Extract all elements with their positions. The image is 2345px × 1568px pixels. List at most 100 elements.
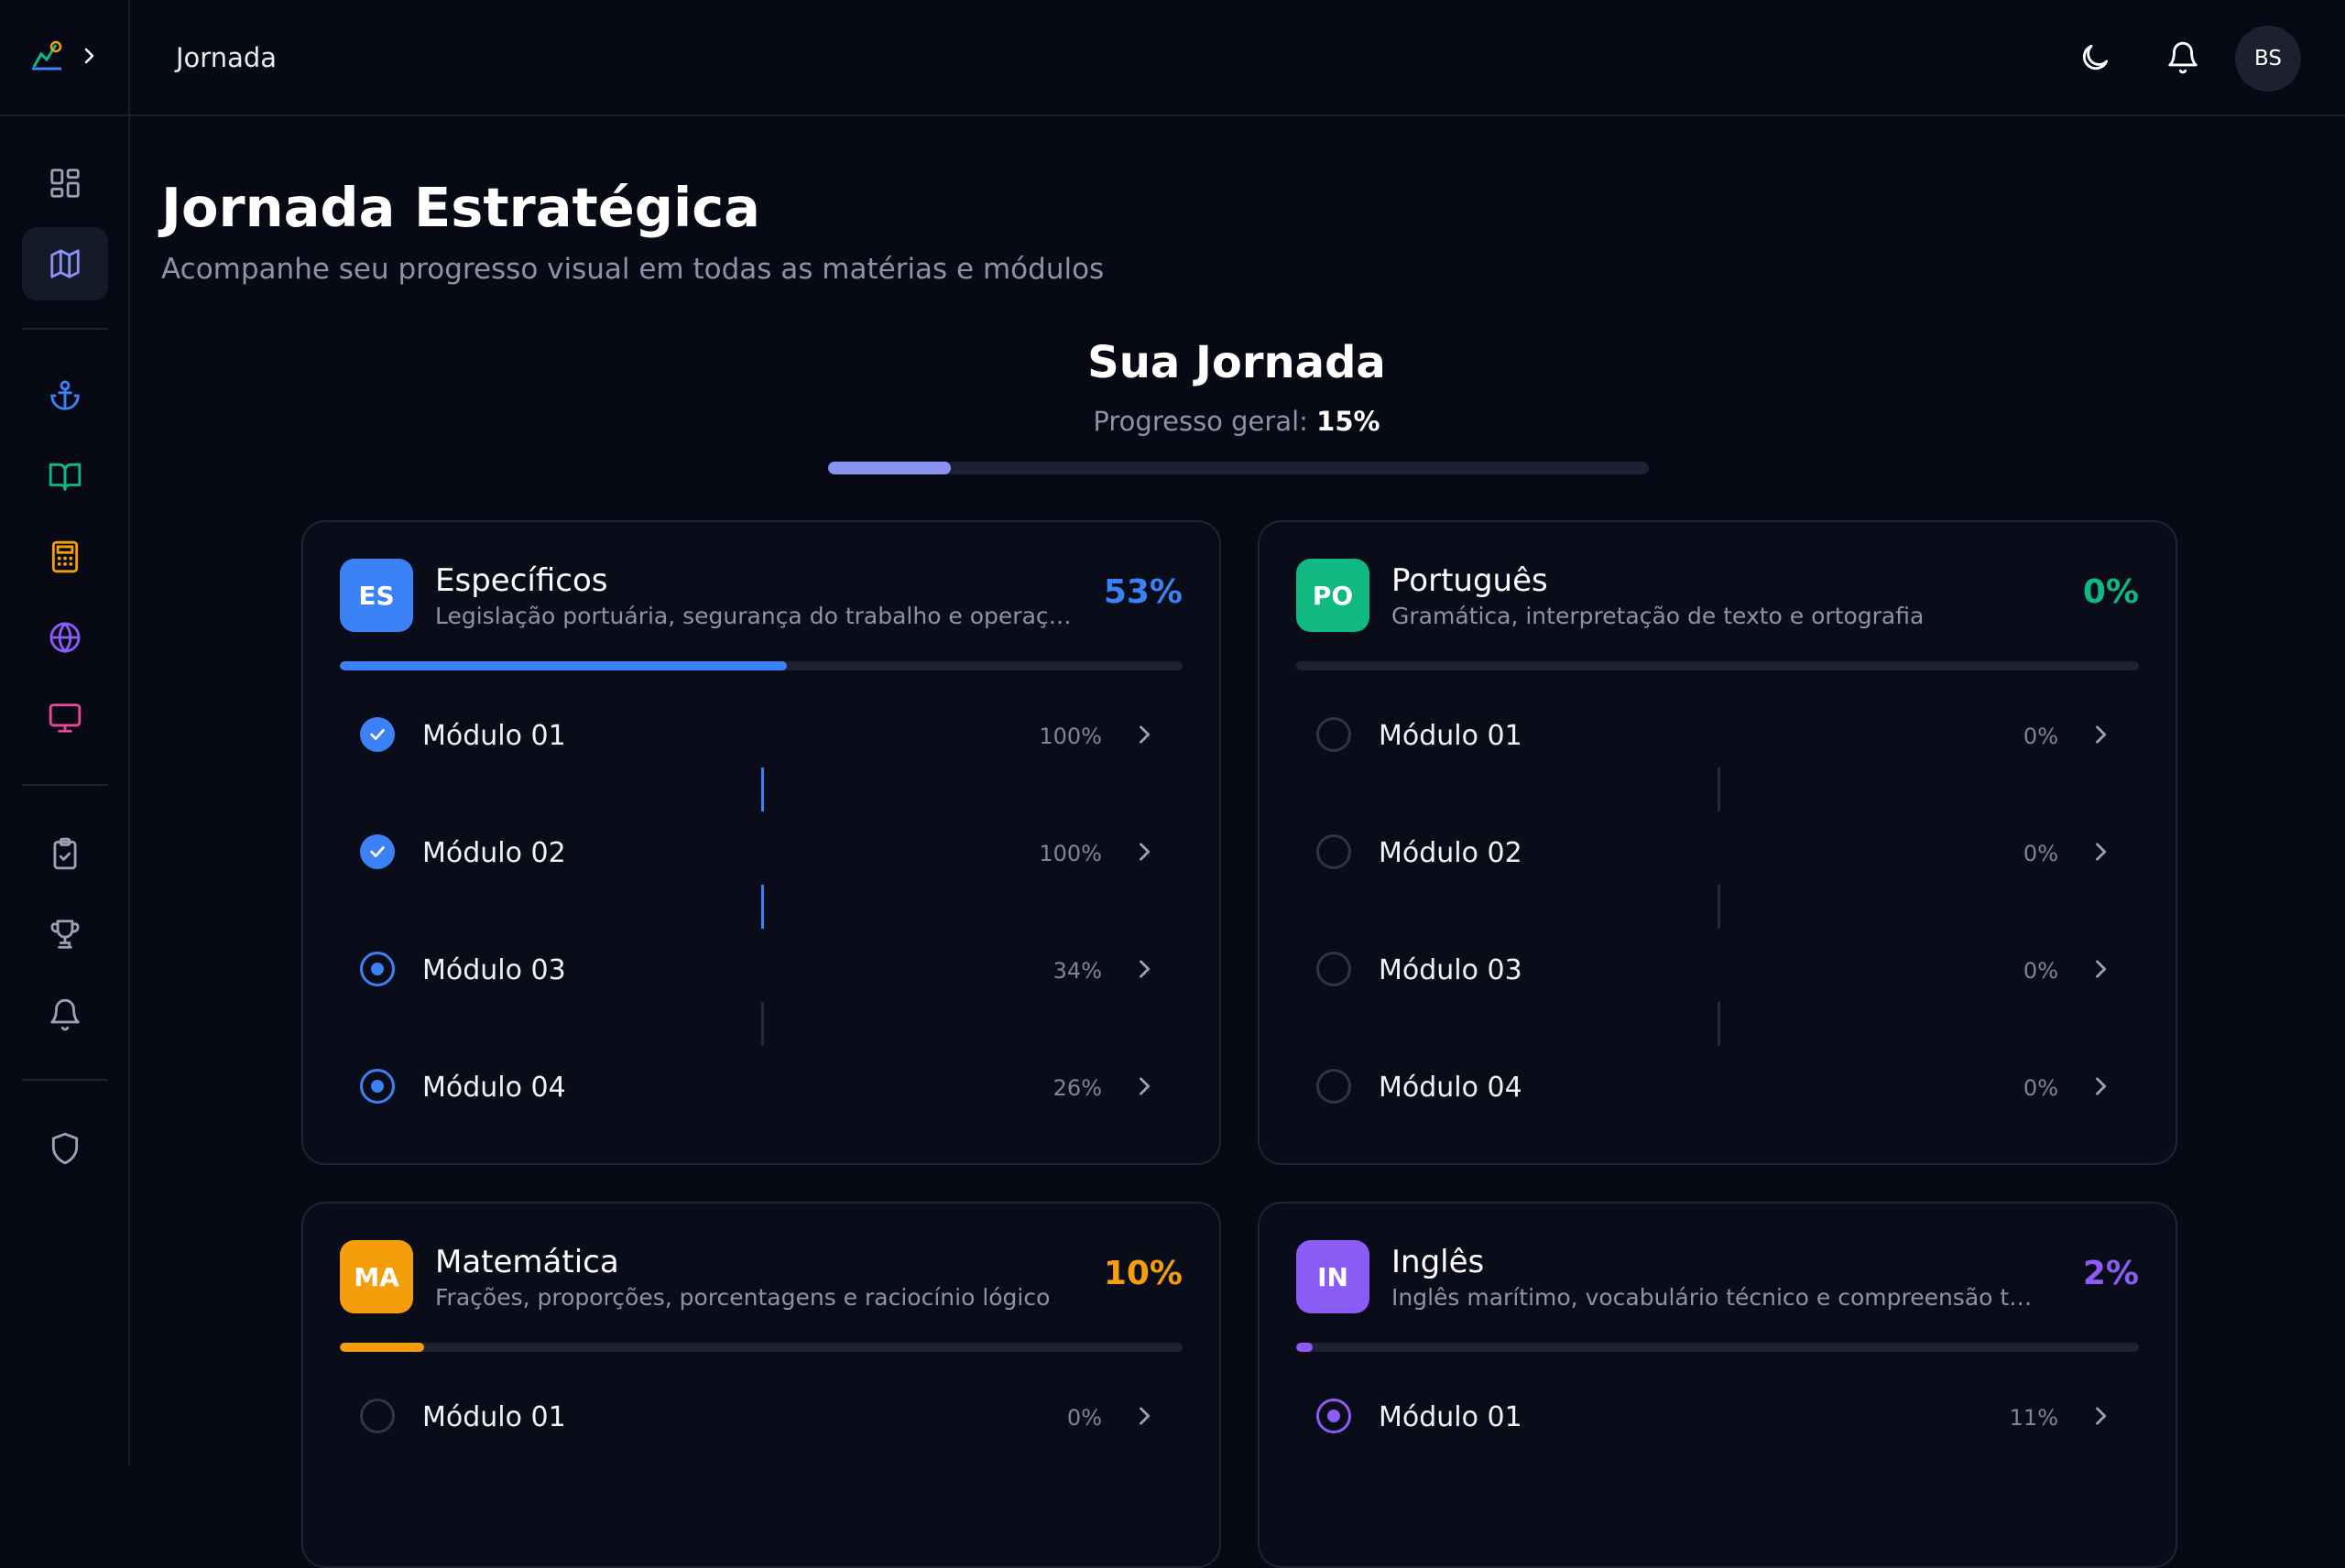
subject-card: IN Inglês Inglês marítimo, vocabulário téc… — [1258, 1202, 2177, 1568]
subject-description: Legislação portuária, segurança do traba… — [435, 603, 1082, 629]
subject-progress-bar — [1296, 1343, 2139, 1352]
module-name: Módulo 04 — [422, 1072, 566, 1104]
overall-progress-text: Progresso geral: 15% — [0, 406, 2345, 437]
subject-percent: 2% — [2082, 1255, 2139, 1292]
chevron-right-icon[interactable] — [1131, 839, 1157, 865]
module-row[interactable]: Módulo 02 0% — [1296, 819, 2139, 885]
clipboard-check-icon — [53, 837, 77, 870]
globe-icon — [49, 622, 81, 654]
sidebar-item-dashboard[interactable] — [22, 147, 108, 220]
module-percent: 100% — [1039, 841, 1102, 866]
dashboard-icon — [50, 169, 80, 198]
module-pending-icon — [1316, 952, 1351, 986]
journey-title: Sua Jornada — [1087, 337, 1386, 388]
module-row[interactable]: Módulo 02 100% — [340, 819, 1183, 885]
chevron-right-icon[interactable] — [1131, 1403, 1157, 1429]
bell-icon — [50, 998, 80, 1031]
bell-icon — [2168, 41, 2198, 74]
moon-icon — [2082, 44, 2109, 71]
subject-description: Gramática, interpretação de texto e orto… — [1391, 603, 1925, 629]
sidebar-item-informatics[interactable] — [22, 681, 108, 755]
expand-chevron-icon[interactable] — [78, 45, 100, 71]
chevron-right-icon[interactable] — [2088, 956, 2113, 982]
module-row[interactable]: Módulo 03 34% — [340, 936, 1183, 1002]
module-percent: 100% — [1039, 724, 1102, 749]
subject-progress-fill — [340, 1343, 424, 1352]
chevron-right-icon[interactable] — [2088, 1403, 2113, 1429]
sidebar-item-admin[interactable] — [22, 1112, 108, 1185]
module-row[interactable]: Módulo 01 11% — [1296, 1383, 2139, 1449]
module-percent: 11% — [2009, 1405, 2058, 1431]
subject-progress-bar — [340, 661, 1183, 670]
module-name: Módulo 03 — [1379, 954, 1522, 986]
sidebar-item-ranking[interactable] — [22, 898, 108, 971]
anchor-icon — [50, 380, 80, 410]
subject-card: MA Matemática Frações, proporções, porcent… — [301, 1202, 1221, 1568]
shield-icon — [51, 1132, 79, 1165]
module-row[interactable]: Módulo 04 26% — [340, 1053, 1183, 1119]
sidebar-item-math[interactable] — [22, 520, 108, 593]
module-row[interactable]: Módulo 01 0% — [340, 1383, 1183, 1449]
sidebar-item-english[interactable] — [22, 601, 108, 674]
subject-card: PO Português Gramática, interpretação de t… — [1258, 520, 2177, 1165]
module-connector — [761, 1002, 764, 1046]
module-row[interactable]: Módulo 03 0% — [1296, 936, 2139, 1002]
subject-progress-fill — [340, 661, 787, 670]
chevron-right-icon[interactable] — [1131, 956, 1157, 982]
module-connector — [1718, 885, 1720, 929]
notifications-button[interactable] — [2165, 40, 2200, 75]
logo-icon[interactable] — [28, 38, 65, 78]
sidebar-item-specific[interactable] — [22, 359, 108, 432]
calculator-icon — [51, 540, 79, 573]
sidebar-item-journey[interactable] — [22, 227, 108, 300]
module-pending-icon — [1316, 834, 1351, 869]
module-row[interactable]: Módulo 01 100% — [340, 702, 1183, 768]
module-row[interactable]: Módulo 04 0% — [1296, 1053, 2139, 1119]
module-in-progress-icon — [360, 952, 395, 986]
subject-title: Específicos — [435, 562, 608, 599]
page-title: Jornada Estratégica — [161, 176, 760, 239]
user-avatar[interactable]: BS — [2235, 26, 2301, 92]
module-percent: 0% — [2023, 958, 2058, 984]
sidebar — [0, 0, 130, 1465]
sidebar-divider — [22, 1079, 108, 1081]
theme-toggle-button[interactable] — [2078, 40, 2112, 75]
module-percent: 0% — [2023, 1075, 2058, 1101]
sidebar-item-notifications[interactable] — [22, 978, 108, 1051]
top-bar: Jornada BS — [130, 0, 2345, 116]
chevron-right-icon[interactable] — [2088, 839, 2113, 865]
module-in-progress-icon — [360, 1069, 395, 1104]
sidebar-divider — [22, 784, 108, 786]
module-percent: 0% — [2023, 724, 2058, 749]
sidebar-header — [0, 0, 128, 116]
chevron-right-icon[interactable] — [1131, 1073, 1157, 1099]
subject-badge: MA — [340, 1240, 413, 1313]
module-connector — [761, 885, 764, 929]
subject-percent: 10% — [1103, 1255, 1183, 1292]
subject-percent: 53% — [1103, 573, 1183, 611]
subject-progress-fill — [1296, 1343, 1314, 1352]
module-connector — [1718, 1002, 1720, 1046]
module-name: Módulo 04 — [1379, 1072, 1522, 1104]
overall-progress-bar — [828, 462, 1649, 474]
trophy-icon — [50, 920, 80, 949]
overall-progress-fill — [828, 462, 952, 474]
header-title: Jornada — [176, 42, 278, 73]
subject-progress-bar — [1296, 661, 2139, 670]
module-name: Módulo 01 — [422, 720, 566, 752]
chevron-right-icon[interactable] — [1131, 722, 1157, 747]
module-percent: 0% — [1066, 1405, 1102, 1431]
subject-badge: PO — [1296, 559, 1369, 632]
subject-badge: IN — [1296, 1240, 1369, 1313]
module-connector — [761, 768, 764, 811]
subject-percent: 0% — [2082, 573, 2139, 611]
module-percent: 34% — [1053, 958, 1102, 984]
chevron-right-icon[interactable] — [2088, 722, 2113, 747]
chevron-right-icon[interactable] — [2088, 1073, 2113, 1099]
sidebar-item-portuguese[interactable] — [22, 440, 108, 513]
module-row[interactable]: Módulo 01 0% — [1296, 702, 2139, 768]
page-subtitle: Acompanhe seu progresso visual em todas … — [161, 253, 1105, 286]
subject-progress-bar — [340, 1343, 1183, 1352]
module-pending-icon — [360, 1399, 395, 1433]
sidebar-item-exams[interactable] — [22, 817, 108, 890]
